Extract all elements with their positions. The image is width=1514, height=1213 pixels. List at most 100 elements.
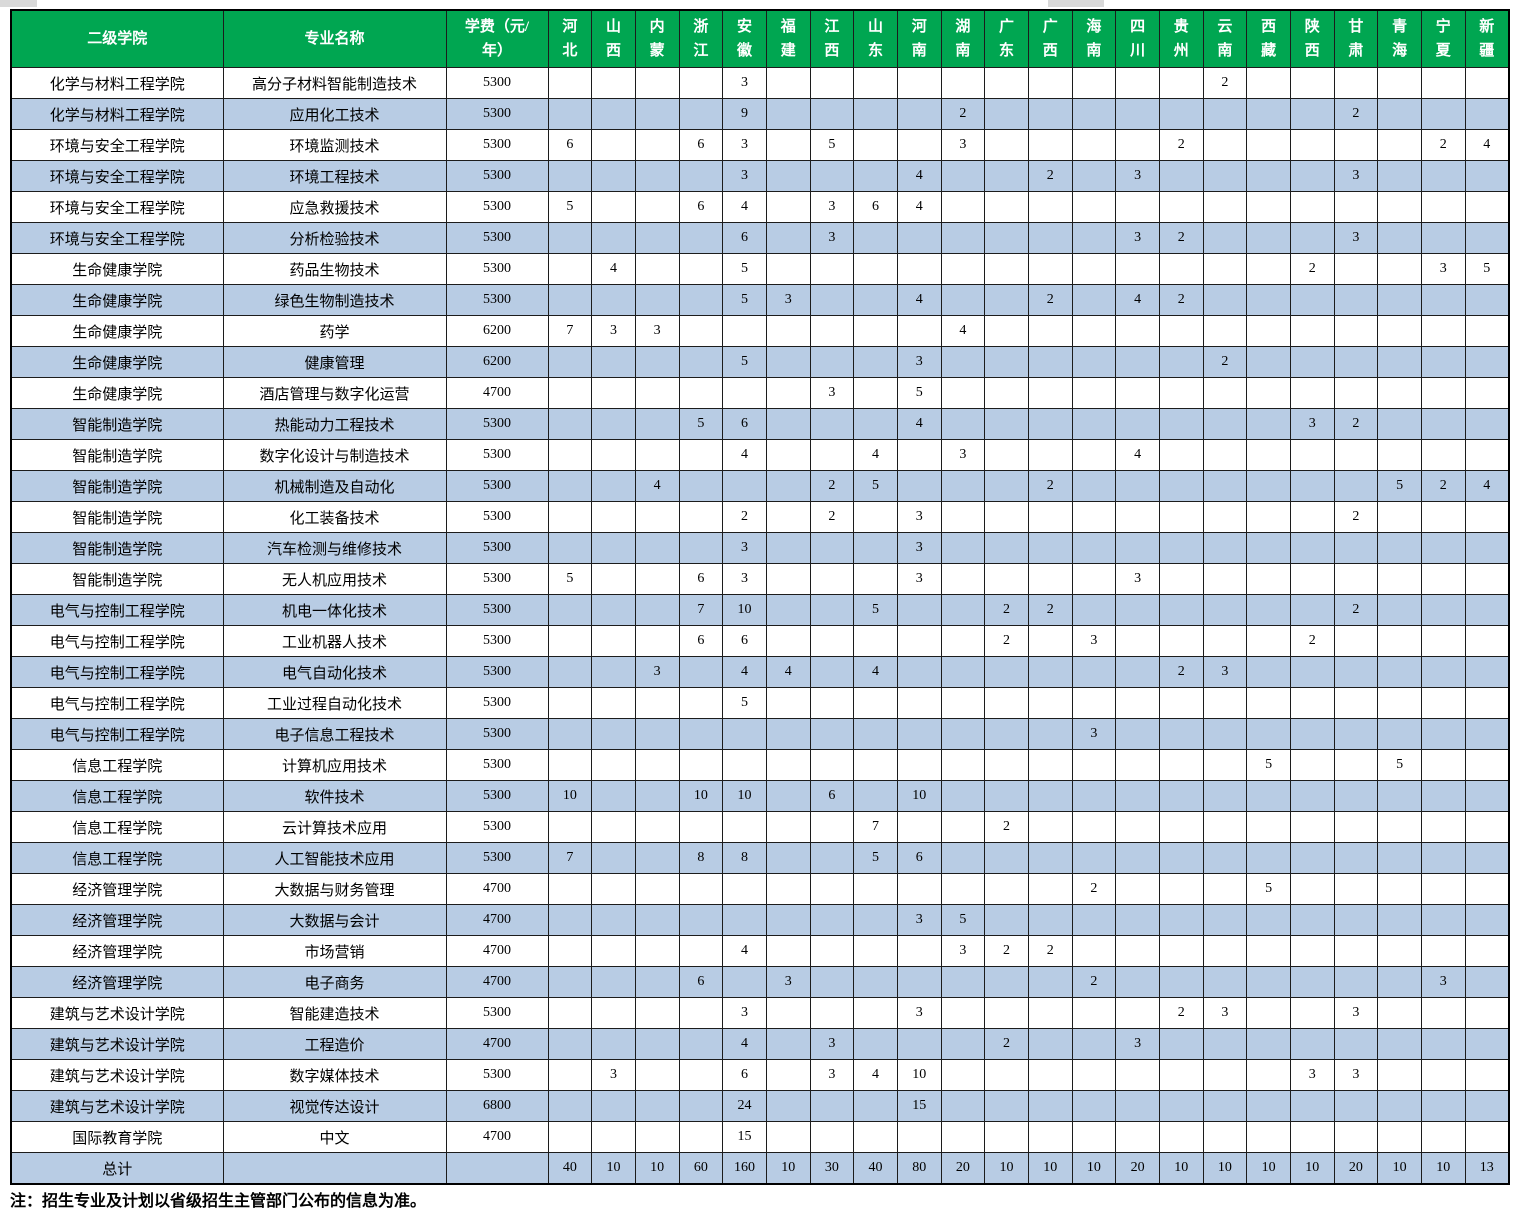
cell-plan [1464, 160, 1510, 192]
cell-major: 智能建造技术 [222, 997, 447, 1029]
cell-plan [1464, 346, 1510, 378]
cell-tuition [445, 1152, 549, 1185]
cell-plan [1246, 1121, 1291, 1153]
cell-plan [678, 718, 724, 750]
cell-plan [1246, 160, 1291, 192]
cell-plan [1464, 842, 1510, 874]
cell-plan: 2 [1420, 129, 1466, 161]
cell-plan [678, 811, 724, 843]
cell-plan [1202, 625, 1248, 657]
total-row: 总计 40 10 10 60 160 10 30 40 80 20 10 10 10 20 10 10 10 10 2… [10, 1152, 1510, 1185]
cell-tuition: 5300 [445, 656, 549, 688]
cell-plan [1071, 315, 1117, 347]
cell-plan [1333, 439, 1379, 471]
cell-plan [1420, 718, 1466, 750]
enrollment-plan-table-container: 二级学院 专业名称 学费（元/ 年） 河 北山 西内 蒙浙 江安 徽福 建江 西… [10, 9, 1510, 1185]
cell-plan [1115, 687, 1160, 719]
cell-major: 大数据与财务管理 [222, 873, 447, 905]
cell-plan: 2 [984, 594, 1029, 626]
cell-plan [547, 160, 593, 192]
cell-plan: 5 [853, 594, 898, 626]
cell-plan [1158, 1028, 1204, 1060]
cell-plan: 2 [1158, 997, 1204, 1029]
footnote: 注：招生专业及计划以省级招生主管部门公布的信息为准。 [10, 1193, 427, 1210]
cell-college: 信息工程学院 [10, 811, 224, 843]
cell-plan [1202, 594, 1248, 626]
cell-plan [940, 501, 986, 533]
cell-plan [1420, 811, 1466, 843]
cell-plan [765, 718, 811, 750]
cell-plan [591, 98, 636, 130]
cell-plan [547, 501, 593, 533]
cell-plan [547, 966, 593, 998]
cell-plan [765, 67, 811, 99]
cell-plan: 4 [896, 408, 942, 440]
cell-plan: 10 [1158, 1152, 1204, 1185]
cell-plan [1027, 408, 1073, 440]
cell-plan [1464, 1090, 1510, 1122]
cell-plan: 6 [678, 191, 724, 223]
cell-plan [853, 935, 898, 967]
cell-plan [678, 160, 724, 192]
cell-plan [1333, 935, 1379, 967]
cell-plan [984, 129, 1029, 161]
cell-plan: 3 [765, 284, 811, 316]
cell-plan [1289, 346, 1335, 378]
cell-college: 智能制造学院 [10, 563, 224, 595]
cell-plan: 3 [1115, 1028, 1160, 1060]
cell-plan [1464, 718, 1510, 750]
cell-plan [853, 873, 898, 905]
cell-plan [1202, 315, 1248, 347]
cell-plan [853, 284, 898, 316]
table-row: 化学与材料工程学院 应用化工技术 5300 9 2 2 [10, 98, 1510, 130]
cell-plan [1289, 842, 1335, 874]
cell-plan [634, 346, 680, 378]
cell-plan [809, 1090, 855, 1122]
cell-plan [984, 997, 1029, 1029]
cell-plan: 4 [853, 1059, 898, 1091]
cell-plan [853, 408, 898, 440]
table-row: 经济管理学院 电子商务 4700 6 3 2 3 [10, 966, 1510, 998]
cell-plan [1420, 377, 1466, 409]
cell-plan: 5 [940, 904, 986, 936]
column-header-province: 河 南 [896, 9, 942, 68]
cell-plan: 8 [678, 842, 724, 874]
cell-college: 经济管理学院 [10, 966, 224, 998]
cell-plan: 3 [896, 904, 942, 936]
column-header-province: 青 海 [1377, 9, 1422, 68]
column-header-province: 安 徽 [722, 9, 767, 68]
cell-plan [984, 656, 1029, 688]
cell-plan [1333, 687, 1379, 719]
table-row: 国际教育学院 中文 4700 15 [10, 1121, 1510, 1153]
cell-tuition: 5300 [445, 811, 549, 843]
cell-plan [1246, 284, 1291, 316]
column-header-province: 河 北 [547, 9, 593, 68]
cell-plan [765, 873, 811, 905]
cell-plan [984, 67, 1029, 99]
cell-plan [1027, 1028, 1073, 1060]
cell-plan [809, 749, 855, 781]
table-row: 智能制造学院 数字化设计与制造技术 5300 4 4 3 4 [10, 439, 1510, 471]
cell-plan [1377, 377, 1422, 409]
cell-plan [940, 966, 986, 998]
cell-plan [1202, 1121, 1248, 1153]
cell-plan [1246, 594, 1291, 626]
cell-plan [853, 129, 898, 161]
table-row: 信息工程学院 计算机应用技术 5300 5 5 [10, 749, 1510, 781]
cell-plan [678, 532, 724, 564]
cell-plan [984, 1090, 1029, 1122]
cell-plan [1202, 1090, 1248, 1122]
cell-plan [1027, 1121, 1073, 1153]
cell-plan [1289, 904, 1335, 936]
cell-major: 中文 [222, 1121, 447, 1153]
cell-plan [591, 749, 636, 781]
cell-plan [1115, 377, 1160, 409]
cell-plan: 3 [940, 439, 986, 471]
cell-plan [896, 439, 942, 471]
cell-plan [1333, 1121, 1379, 1153]
cell-plan [1289, 315, 1335, 347]
cell-plan [1158, 439, 1204, 471]
cell-plan: 3 [722, 129, 767, 161]
cell-plan: 2 [1158, 284, 1204, 316]
cell-plan [896, 687, 942, 719]
